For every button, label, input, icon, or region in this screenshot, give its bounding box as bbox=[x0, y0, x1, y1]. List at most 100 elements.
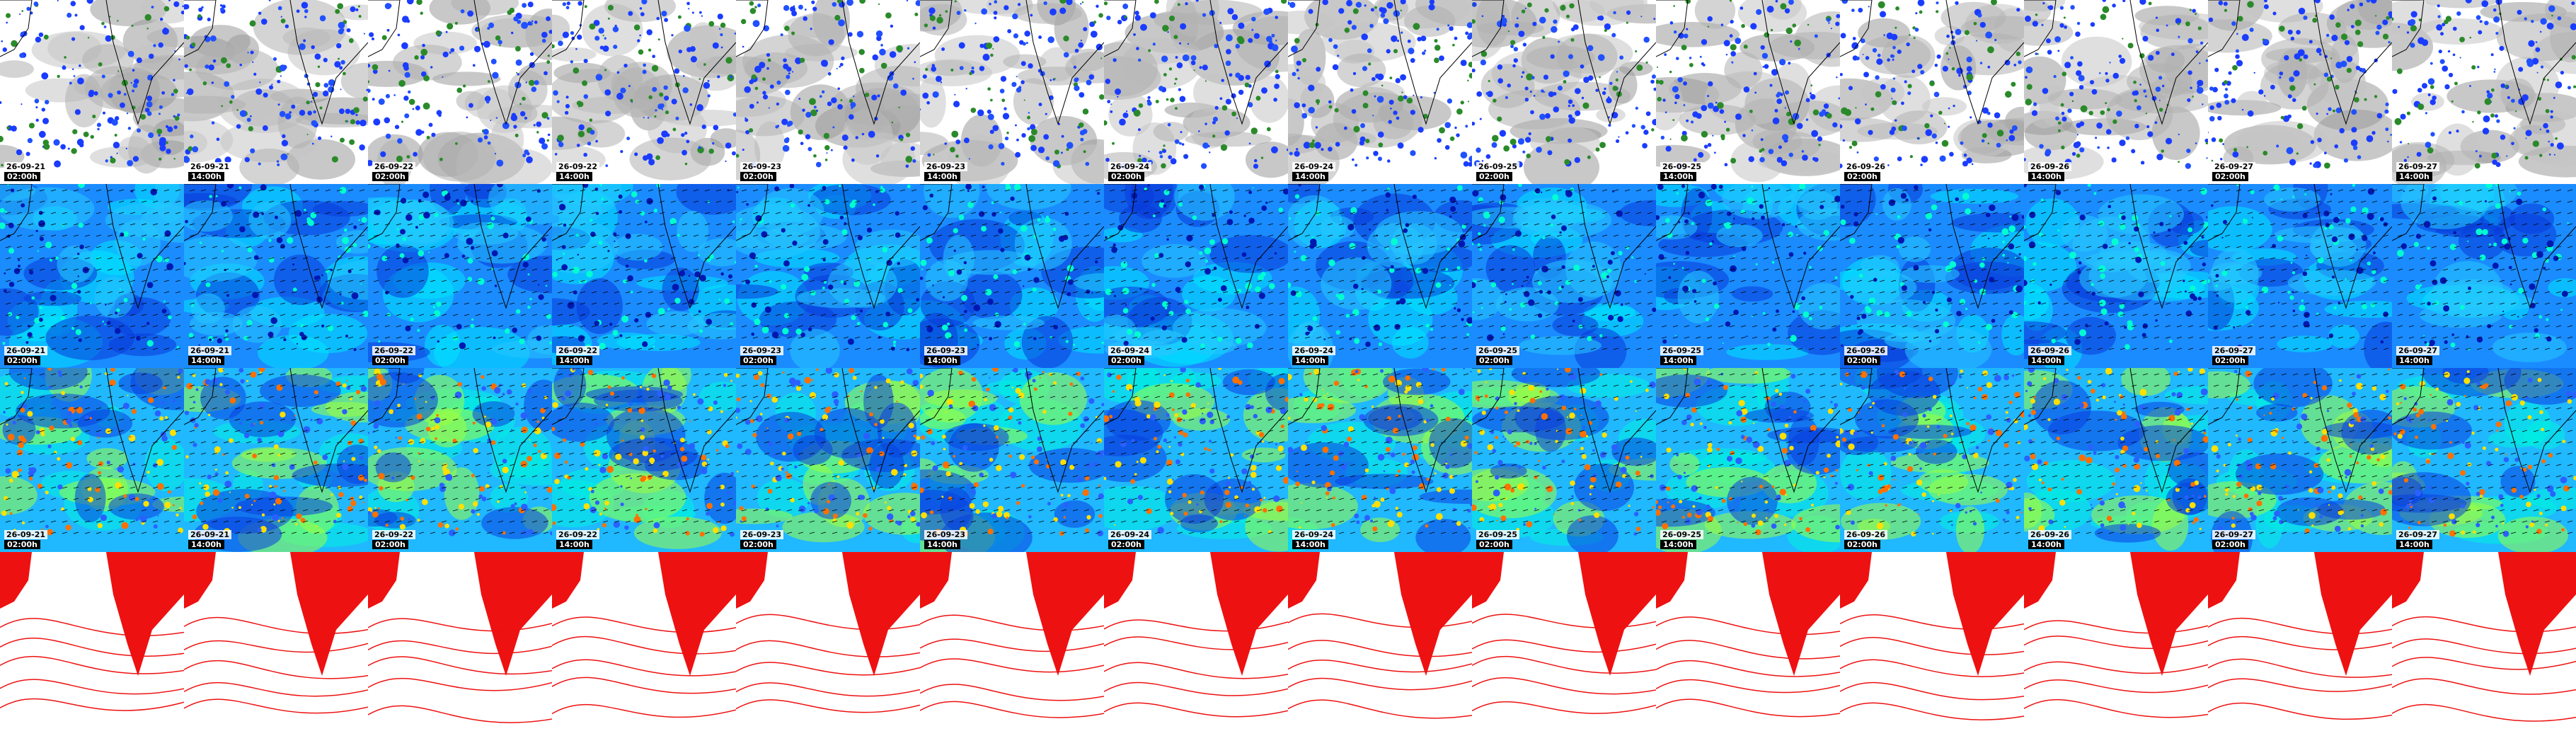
wind-barb bbox=[531, 314, 538, 316]
field-spot bbox=[416, 0, 422, 5]
field-spot bbox=[519, 338, 525, 345]
map-tile: 26-09-21 02:00h bbox=[0, 184, 184, 368]
field-spot bbox=[2410, 25, 2417, 32]
field-spot bbox=[1595, 88, 1599, 92]
field-spot bbox=[2077, 61, 2083, 67]
field-spot bbox=[163, 27, 167, 30]
field-spot bbox=[605, 110, 611, 117]
field-spot bbox=[556, 258, 558, 261]
field-spot bbox=[8, 248, 15, 254]
field-spot bbox=[1236, 338, 1242, 344]
wind-barb bbox=[130, 314, 136, 316]
field-spot bbox=[417, 328, 420, 332]
field-spot bbox=[2211, 159, 2214, 162]
field-spot bbox=[1823, 103, 1829, 109]
field-spot bbox=[2456, 130, 2459, 133]
field-spot bbox=[144, 13, 151, 21]
field-spot bbox=[536, 189, 541, 193]
wind-barb bbox=[212, 223, 218, 226]
wind-barb bbox=[373, 336, 379, 339]
wind-barb bbox=[175, 336, 181, 339]
wind-barb bbox=[62, 291, 68, 294]
wind-barb bbox=[452, 200, 459, 203]
field-spot bbox=[2200, 41, 2204, 45]
field-blob bbox=[82, 44, 134, 75]
field-spot bbox=[224, 156, 231, 163]
field-spot bbox=[1105, 158, 1110, 162]
wind-barb bbox=[682, 291, 688, 294]
field-spot bbox=[146, 321, 150, 326]
field-spot bbox=[900, 89, 907, 96]
wind-barb bbox=[175, 223, 181, 226]
field-spot bbox=[2440, 32, 2444, 36]
field-spot bbox=[1063, 35, 1069, 42]
wind-barb bbox=[452, 314, 459, 316]
wind-barb bbox=[693, 325, 699, 328]
wind-barb bbox=[786, 314, 793, 316]
field-spot bbox=[1686, 119, 1689, 122]
field-blob bbox=[597, 332, 656, 350]
field-spot bbox=[353, 225, 357, 229]
field-spot bbox=[688, 299, 695, 305]
wind-barb bbox=[336, 257, 343, 260]
field-blob bbox=[1013, 3, 1082, 24]
wind-barb bbox=[28, 268, 34, 271]
field-spot bbox=[971, 67, 974, 70]
field-spot bbox=[1669, 138, 1672, 140]
wind-barb bbox=[727, 280, 733, 282]
wind-barb bbox=[200, 234, 207, 237]
wind-barb bbox=[314, 223, 320, 226]
field-spot bbox=[2053, 75, 2057, 79]
wind-barb bbox=[50, 280, 57, 282]
wind-barb bbox=[888, 212, 895, 214]
field-spot bbox=[144, 108, 150, 113]
tile-date: 26-09-22 bbox=[372, 162, 416, 171]
field-spot bbox=[1510, 138, 1517, 145]
field-spot bbox=[1204, 80, 1207, 82]
wind-barb bbox=[314, 257, 320, 260]
field-spot bbox=[384, 3, 391, 10]
field-spot bbox=[88, 91, 94, 98]
field-spot bbox=[1000, 76, 1007, 82]
field-spot bbox=[1254, 323, 1260, 329]
field-spot bbox=[686, 1, 690, 6]
field-spot bbox=[1352, 71, 1357, 76]
field-spot bbox=[536, 121, 542, 127]
field-spot bbox=[2472, 121, 2474, 123]
field-blob bbox=[340, 62, 368, 100]
field-spot bbox=[2392, 88, 2398, 94]
wind-barb bbox=[888, 325, 895, 328]
wind-barb bbox=[118, 302, 125, 305]
field-spot bbox=[1248, 190, 1253, 195]
field-spot bbox=[613, 45, 618, 50]
field-spot bbox=[577, 101, 584, 108]
field-blob bbox=[273, 254, 328, 306]
field-spot bbox=[717, 13, 723, 20]
field-spot bbox=[703, 63, 706, 66]
wind-barb bbox=[557, 291, 563, 294]
field-spot bbox=[299, 110, 306, 116]
wind-barb bbox=[1120, 212, 1127, 214]
field-spot bbox=[2080, 105, 2088, 113]
field-spot bbox=[1454, 126, 1457, 130]
wind-barb bbox=[16, 325, 23, 328]
wind-barb bbox=[1143, 246, 1149, 248]
field-spot bbox=[2451, 100, 2454, 103]
field-spot bbox=[253, 211, 260, 218]
wind-barb bbox=[163, 234, 170, 237]
coastline bbox=[736, 184, 920, 309]
field-spot bbox=[955, 139, 961, 144]
field-spot bbox=[2258, 89, 2264, 95]
field-spot bbox=[991, 212, 996, 217]
field-spot bbox=[137, 128, 141, 133]
field-spot bbox=[955, 154, 959, 158]
field-spot bbox=[166, 141, 168, 144]
wind-barb bbox=[130, 257, 136, 260]
wind-barb bbox=[936, 212, 943, 214]
wind-barb bbox=[373, 291, 379, 294]
wind-barb bbox=[1200, 212, 1206, 214]
field-spot bbox=[1355, 1, 1362, 8]
field-spot bbox=[131, 24, 134, 27]
field-blob bbox=[687, 313, 736, 340]
field-spot bbox=[1389, 76, 1393, 80]
